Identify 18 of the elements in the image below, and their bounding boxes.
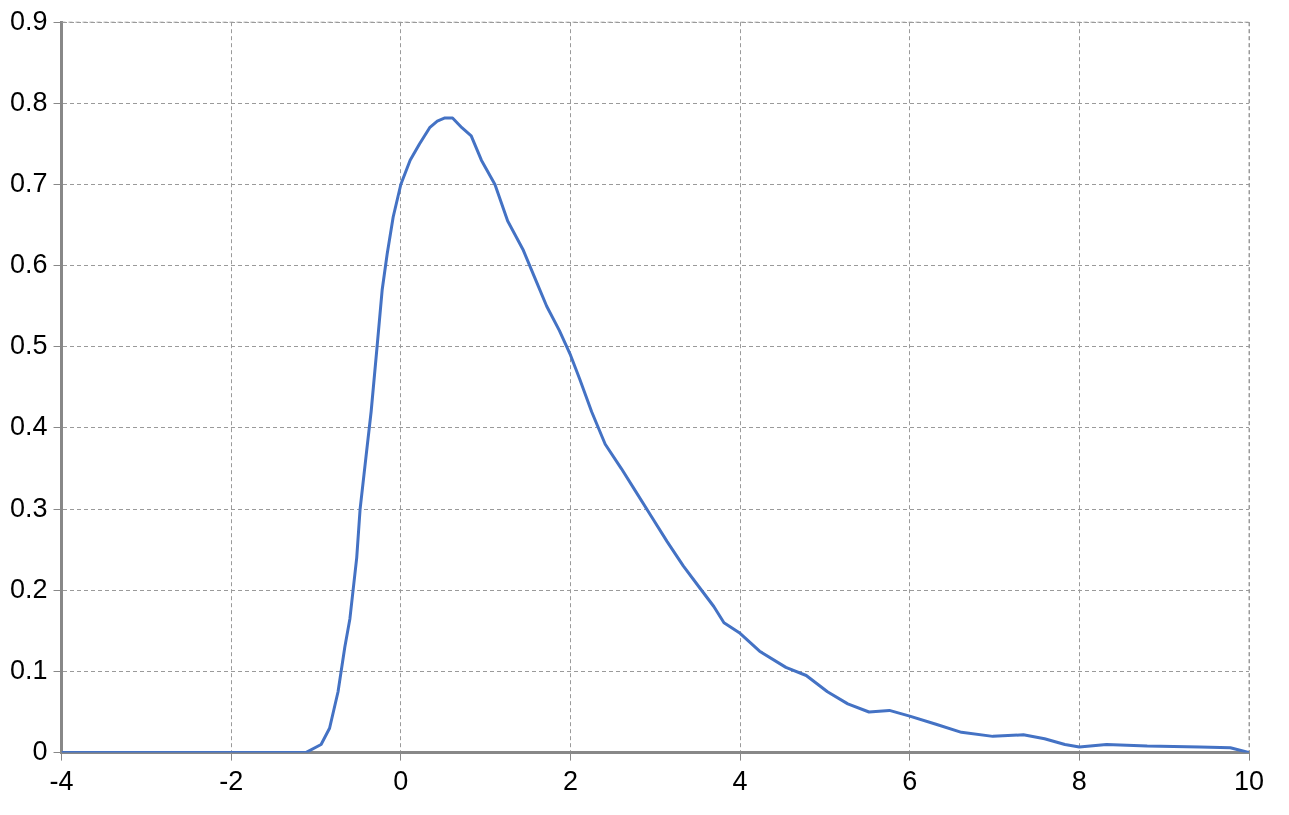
- x-tick-label: 10: [1233, 766, 1265, 797]
- x-tick-label: 4: [732, 766, 748, 797]
- y-tick-label: 0.3: [9, 492, 48, 523]
- y-tick-label: 0: [32, 736, 48, 767]
- x-tick-label: 0: [393, 766, 409, 797]
- x-tick-label: 6: [902, 766, 918, 797]
- y-tick-label: 0.9: [9, 5, 48, 36]
- y-tick-label: 0.1: [9, 654, 48, 685]
- x-tick-label: -4: [49, 766, 74, 797]
- y-tick-label: 0.5: [9, 330, 48, 361]
- y-tick-label: 0.7: [9, 167, 48, 198]
- x-tick-label: 2: [562, 766, 578, 797]
- y-tick-label: 0.8: [9, 86, 48, 117]
- y-tick-label: 0.2: [9, 573, 48, 604]
- y-tick-label: 0.6: [9, 249, 48, 280]
- x-tick-label: 8: [1071, 766, 1087, 797]
- y-tick-label: 0.4: [9, 411, 48, 442]
- x-tick-label: -2: [219, 766, 244, 797]
